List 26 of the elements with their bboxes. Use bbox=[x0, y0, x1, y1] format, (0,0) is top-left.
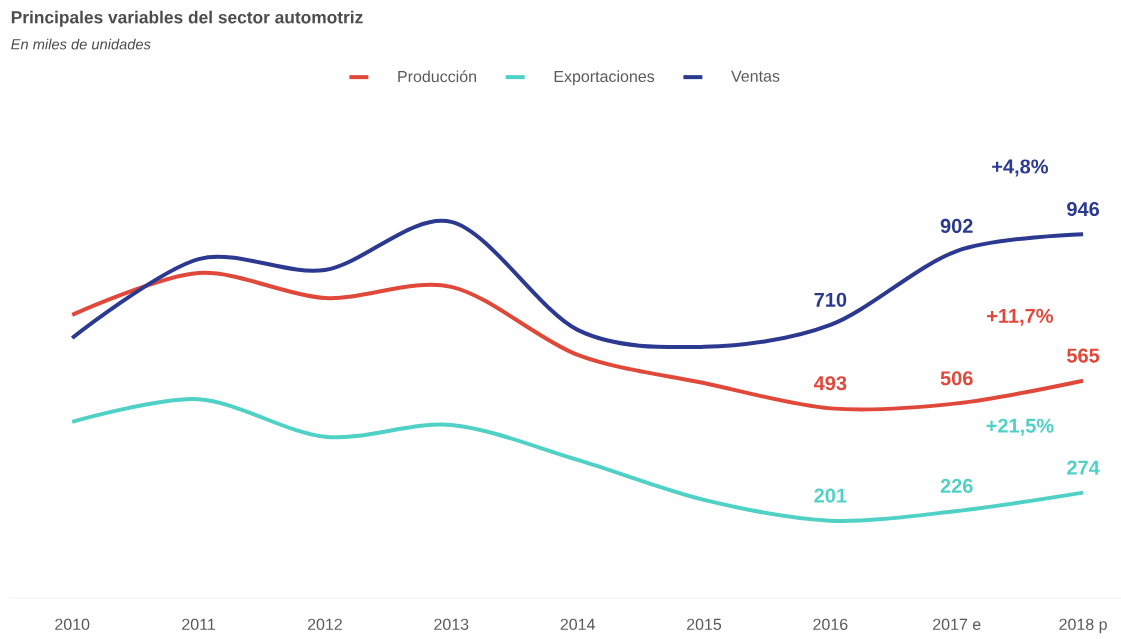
legend-label: Exportaciones bbox=[554, 70, 655, 86]
chart-title: Principales variables del sector automotriz bbox=[11, 10, 363, 27]
data-label: 710 bbox=[814, 292, 847, 307]
data-label: 226 bbox=[940, 478, 973, 494]
x-tick-label: 2018 p bbox=[1059, 618, 1107, 634]
x-tick-label: 2017 e bbox=[933, 618, 981, 631]
legend-label: Producción bbox=[398, 70, 476, 83]
data-label: 274 bbox=[1067, 460, 1100, 475]
chart-subtitle: En miles de unidades bbox=[11, 38, 151, 50]
x-tick-label: 2011 bbox=[182, 618, 215, 631]
legend-label: Ventas bbox=[731, 70, 780, 82]
x-tick-label: 2010 bbox=[55, 618, 90, 631]
data-label: 201 bbox=[814, 488, 847, 503]
annotation: +21,5% bbox=[986, 418, 1054, 436]
text: +4,8% bbox=[992, 159, 1048, 177]
x-tick-label: 2013 bbox=[434, 618, 469, 631]
x-tick-label: 2012 bbox=[307, 618, 342, 631]
x-tick-label: 2016 bbox=[813, 618, 848, 631]
x-tick-label: 2014 bbox=[560, 618, 595, 631]
data-label: 506 bbox=[940, 371, 973, 386]
data-label: 902 bbox=[940, 218, 973, 234]
data-label: 565 bbox=[1067, 348, 1100, 363]
data-label: 493 bbox=[813, 376, 847, 391]
annotation: +11,7% bbox=[987, 308, 1054, 326]
data-label: 946 bbox=[1067, 201, 1100, 217]
x-tick-label: 2015 bbox=[687, 618, 722, 631]
